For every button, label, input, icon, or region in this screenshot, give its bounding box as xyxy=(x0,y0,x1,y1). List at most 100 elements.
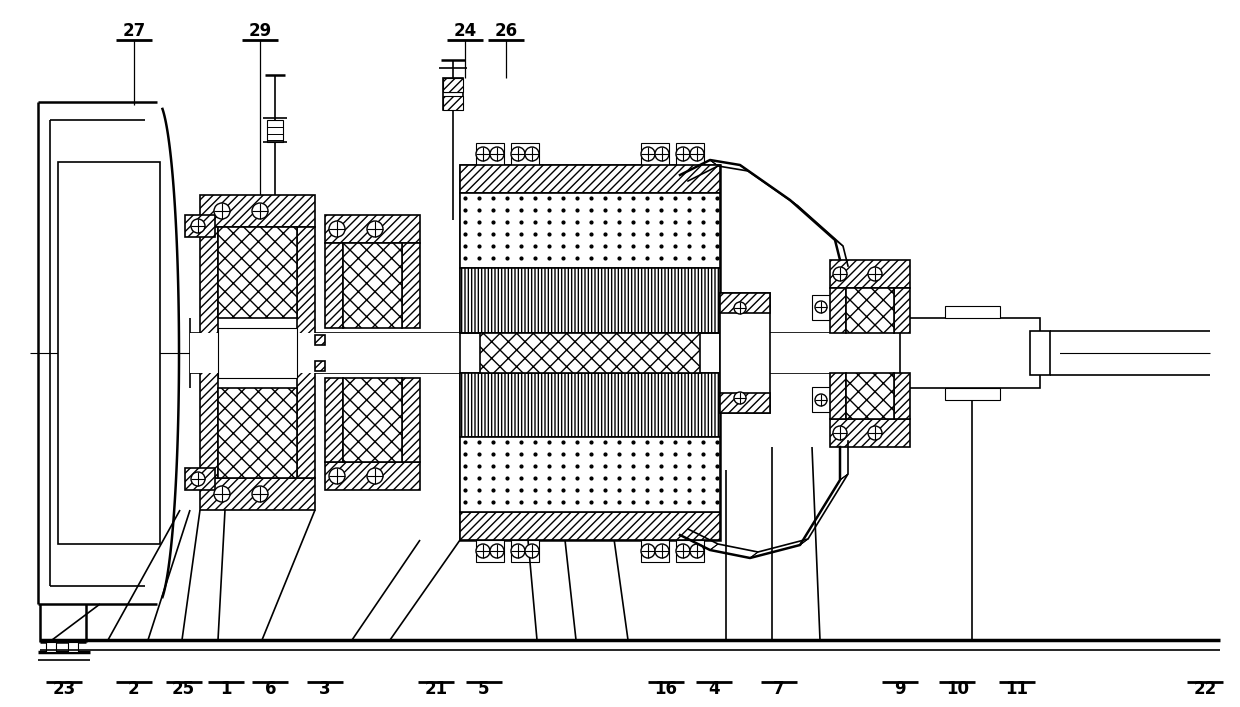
Bar xyxy=(460,193,720,268)
Circle shape xyxy=(734,392,746,404)
Circle shape xyxy=(476,147,490,161)
Text: 5: 5 xyxy=(477,680,490,698)
Bar xyxy=(325,378,343,462)
Bar xyxy=(298,227,315,478)
Bar xyxy=(185,215,215,237)
Circle shape xyxy=(815,394,827,406)
Text: 21: 21 xyxy=(425,680,448,698)
Text: 6: 6 xyxy=(264,680,277,698)
Bar xyxy=(315,361,325,371)
Bar xyxy=(894,288,910,333)
Circle shape xyxy=(476,544,490,558)
Text: 23: 23 xyxy=(53,680,76,698)
Text: 26: 26 xyxy=(495,22,517,40)
Bar xyxy=(443,78,463,110)
Bar xyxy=(511,143,539,165)
Bar xyxy=(68,642,78,652)
Text: 25: 25 xyxy=(172,680,195,698)
Bar xyxy=(218,388,298,478)
Circle shape xyxy=(215,486,229,502)
Text: 22: 22 xyxy=(1194,680,1216,698)
Bar xyxy=(46,642,56,652)
Bar xyxy=(325,462,420,490)
Bar xyxy=(812,387,830,412)
Circle shape xyxy=(511,544,525,558)
Circle shape xyxy=(367,221,383,237)
Circle shape xyxy=(655,544,670,558)
Circle shape xyxy=(676,544,689,558)
Text: 2: 2 xyxy=(128,680,140,698)
Bar xyxy=(894,373,910,419)
Circle shape xyxy=(655,147,670,161)
Text: 10: 10 xyxy=(946,680,968,698)
Circle shape xyxy=(191,472,205,486)
Bar xyxy=(812,295,830,320)
Bar xyxy=(443,96,463,110)
Circle shape xyxy=(215,203,229,219)
Circle shape xyxy=(191,219,205,233)
Circle shape xyxy=(833,426,847,440)
Circle shape xyxy=(641,544,655,558)
Circle shape xyxy=(815,301,827,313)
Bar xyxy=(58,162,160,544)
Bar xyxy=(460,165,720,193)
Text: 27: 27 xyxy=(123,22,145,40)
Bar xyxy=(720,293,770,413)
Bar xyxy=(641,143,670,165)
Bar xyxy=(460,165,720,540)
Bar xyxy=(676,540,704,562)
Bar xyxy=(460,333,720,373)
Circle shape xyxy=(868,426,882,440)
Bar xyxy=(402,243,420,328)
Bar xyxy=(343,243,402,328)
Bar xyxy=(476,143,503,165)
Text: 4: 4 xyxy=(708,680,720,698)
Circle shape xyxy=(252,486,268,502)
Circle shape xyxy=(490,147,503,161)
Text: 7: 7 xyxy=(773,680,785,698)
Bar xyxy=(460,512,720,540)
Bar xyxy=(460,437,720,512)
Bar xyxy=(315,335,325,345)
Circle shape xyxy=(676,147,689,161)
Circle shape xyxy=(252,203,268,219)
Bar xyxy=(511,540,539,562)
Bar xyxy=(1030,331,1050,375)
Circle shape xyxy=(490,544,503,558)
Circle shape xyxy=(641,147,655,161)
Bar xyxy=(218,328,298,378)
Text: 9: 9 xyxy=(894,680,906,698)
Circle shape xyxy=(329,221,345,237)
Bar xyxy=(846,373,894,419)
Bar xyxy=(641,540,670,562)
Bar xyxy=(185,468,215,490)
Text: 16: 16 xyxy=(655,680,677,698)
Bar xyxy=(325,215,420,243)
Bar xyxy=(676,143,704,165)
Text: 29: 29 xyxy=(249,22,272,40)
Bar xyxy=(267,120,283,142)
Bar xyxy=(343,378,402,462)
Bar xyxy=(460,268,720,333)
Bar xyxy=(900,318,1040,388)
Bar xyxy=(325,243,343,328)
Bar xyxy=(830,373,846,419)
Bar xyxy=(830,260,910,288)
Bar xyxy=(190,333,1060,373)
Text: 11: 11 xyxy=(1006,680,1028,698)
Bar xyxy=(443,78,463,92)
Bar xyxy=(218,227,298,318)
Bar xyxy=(200,478,315,510)
Bar xyxy=(830,419,910,447)
Bar xyxy=(846,288,894,333)
Bar xyxy=(460,373,720,437)
Circle shape xyxy=(689,544,704,558)
Circle shape xyxy=(367,468,383,484)
Bar xyxy=(480,333,701,373)
Text: 1: 1 xyxy=(219,680,232,698)
Bar xyxy=(476,540,503,562)
Circle shape xyxy=(525,544,539,558)
Circle shape xyxy=(525,147,539,161)
Circle shape xyxy=(734,302,746,314)
Bar xyxy=(945,388,999,400)
